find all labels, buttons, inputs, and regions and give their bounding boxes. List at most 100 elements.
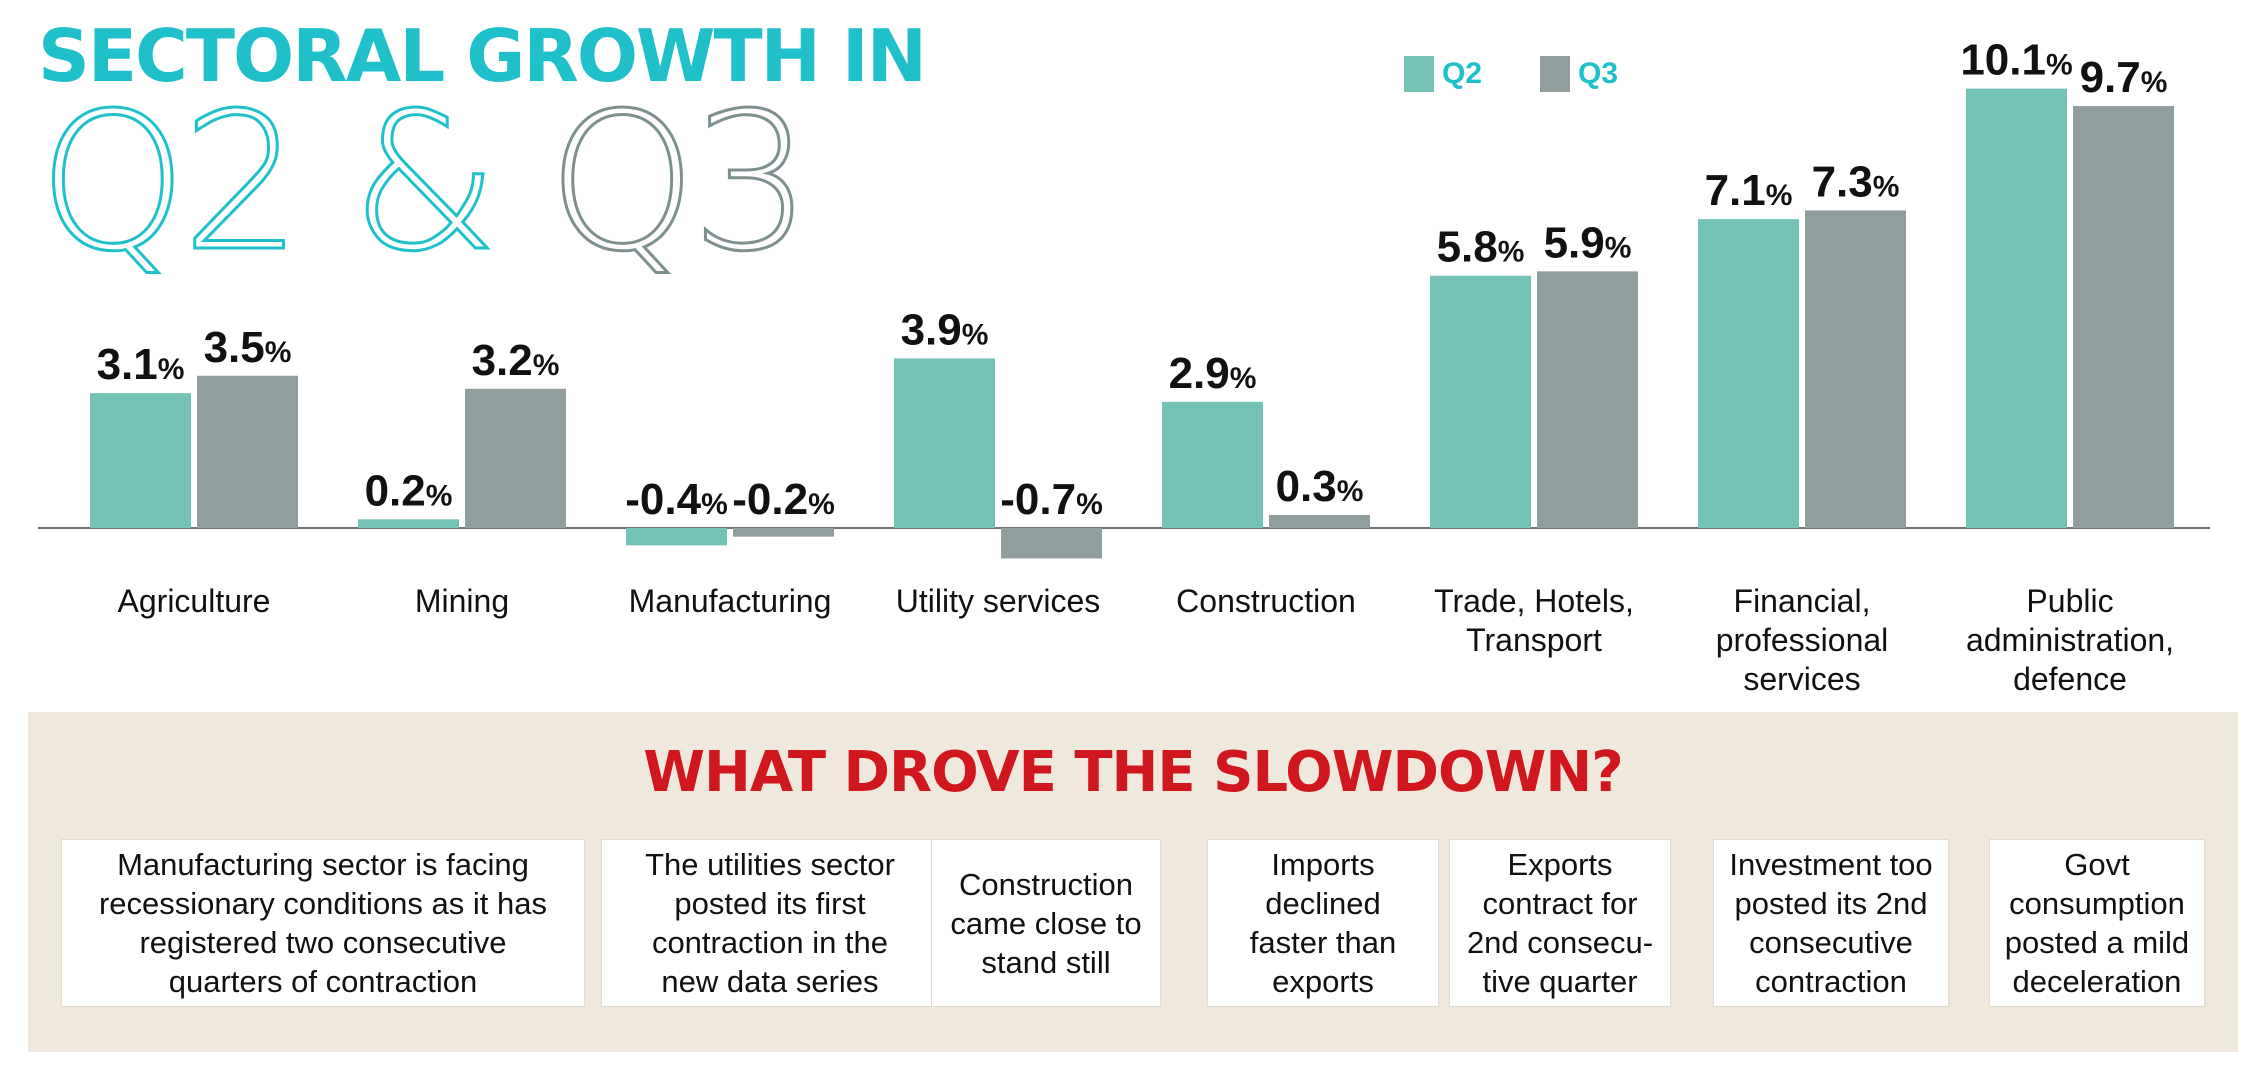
reason-card: Investment too posted its 2nd consecutiv… [1714, 840, 1948, 1006]
bar-value-suffix: % [158, 353, 185, 386]
legend-label-q3: Q3 [1578, 57, 1619, 90]
reason-card: Construction came close to stand still [932, 840, 1160, 1006]
bar-value-label: 5.8% [1437, 223, 1525, 272]
reason-card: Imports declined faster than exports [1208, 840, 1438, 1006]
bar-value-label: 2.9% [1169, 349, 1257, 398]
bar-q3-7 [2073, 106, 2174, 529]
bar-value-suffix: % [265, 336, 292, 369]
bar-value-suffix: % [962, 318, 989, 351]
slowdown-panel: WHAT DROVE THE SLOWDOWN? Manufacturing s… [28, 712, 2238, 1052]
subtitle-q2: Q2 [36, 72, 303, 293]
category-label-line: Public [2026, 583, 2113, 619]
bar-value-number: 5.9 [1544, 218, 1605, 267]
bar-value-suffix: % [1076, 488, 1103, 521]
bar-value-label: -0.7% [1000, 475, 1103, 524]
bar-value-label: 7.3% [1812, 157, 1900, 206]
category-label: Agriculture [118, 583, 271, 619]
category-label: Manufacturing [629, 583, 832, 619]
category-label: Trade, Hotels, Transport [1434, 583, 1634, 658]
bar-value-number: 10.1 [1960, 36, 2046, 85]
bar-value-number: 3.2 [472, 336, 533, 385]
bar-value-number: -0.2 [732, 475, 808, 524]
bar-value-label: 0.3% [1276, 462, 1364, 511]
bar-value-label: 3.1% [97, 340, 185, 389]
category-label-line: Construction [1176, 583, 1356, 619]
slowdown-title: WHAT DROVE THE SLOWDOWN? [643, 740, 1624, 805]
category-label: Construction [1176, 583, 1356, 619]
bar-value-number: 5.8 [1437, 223, 1498, 272]
bar-value-number: 9.7 [2080, 53, 2141, 102]
bar-q3-5 [1537, 271, 1638, 528]
bar-value-number: 3.1 [97, 340, 158, 389]
category-label-line: Financial, [1734, 583, 1871, 619]
bar-value-suffix: % [1498, 236, 1525, 269]
category-label-line: Transport [1466, 622, 1602, 658]
category-label-line: services [1743, 661, 1860, 697]
bar-value-number: 2.9 [1169, 349, 1230, 398]
bar-value-suffix: % [808, 488, 835, 521]
legend-swatch-q3 [1540, 56, 1571, 92]
bar-q2-0 [90, 393, 191, 528]
category-label-line: Manufacturing [629, 583, 832, 619]
bar-q2-3 [894, 358, 995, 528]
subtitle-ampersand: & [349, 72, 500, 293]
bar-value-label: 0.2% [365, 466, 453, 515]
bar-value-suffix: % [533, 349, 560, 382]
bar-q2-4 [1162, 401, 1263, 528]
category-label-line: Mining [415, 583, 509, 619]
bar-value-label: 9.7% [2080, 53, 2168, 102]
bar-value-suffix: % [1337, 475, 1364, 508]
chart-subtitle: Q2 & Q3 [36, 86, 813, 279]
category-label-line: Trade, Hotels, [1434, 583, 1634, 619]
bar-value-number: 3.9 [901, 305, 962, 354]
bar-value-number: -0.4 [625, 475, 701, 524]
bar-value-number: 0.2 [365, 466, 426, 515]
category-label-line: Utility services [896, 583, 1100, 619]
bar-value-label: 3.2% [472, 336, 560, 385]
category-label: Financial, professional services [1716, 583, 1889, 697]
bar-value-number: 0.3 [1276, 462, 1337, 511]
bar-value-label: 3.9% [901, 305, 989, 354]
bar-value-suffix: % [1230, 362, 1257, 395]
reason-card: The utilities sector posted its first co… [602, 840, 938, 1006]
bar-q2-6 [1698, 219, 1799, 528]
bar-q2-5 [1430, 275, 1531, 528]
bar-q3-1 [465, 388, 566, 528]
bar-q2-1 [358, 519, 459, 528]
category-label-line: defence [2013, 661, 2127, 697]
bar-value-suffix: % [701, 488, 728, 521]
bar-value-label: 10.1% [1960, 36, 2072, 85]
legend-label-q2: Q2 [1442, 57, 1483, 90]
bar-value-label: 3.5% [204, 323, 292, 372]
bar-q3-6 [1805, 210, 1906, 528]
bar-value-suffix: % [2046, 49, 2073, 82]
category-label-line: administration, [1966, 622, 2174, 658]
legend-item-q2: Q2 [1404, 56, 1482, 92]
reason-card: Manufacturing sector is facing recession… [62, 840, 584, 1006]
bar-value-suffix: % [426, 479, 453, 512]
bar-q3-0 [197, 375, 298, 528]
bar-q3-3 [1001, 528, 1102, 559]
bar-value-number: 3.5 [204, 323, 265, 372]
bar-value-number: -0.7 [1000, 475, 1076, 524]
legend-item-q3: Q3 [1540, 56, 1618, 92]
bar-value-suffix: % [2141, 66, 2168, 99]
bar-q2-2 [626, 528, 727, 546]
bar-value-label: -0.4% [625, 475, 728, 524]
bar-value-suffix: % [1605, 231, 1632, 264]
category-label-line: professional [1716, 622, 1889, 658]
category-label: Utility services [896, 583, 1100, 619]
subtitle-q3: Q3 [546, 72, 813, 293]
legend-swatch-q2 [1404, 56, 1434, 92]
bar-value-label: 7.1% [1705, 166, 1793, 215]
category-label: Mining [415, 583, 509, 619]
bar-value-number: 7.1 [1705, 166, 1766, 215]
bar-value-suffix: % [1766, 179, 1793, 212]
bar-q3-2 [733, 528, 834, 537]
chart-title: SECTORAL GROWTH IN [38, 14, 927, 98]
bar-value-number: 7.3 [1812, 157, 1873, 206]
category-label: Public administration, defence [1966, 583, 2174, 697]
bar-value-label: -0.2% [732, 475, 835, 524]
category-label-line: Agriculture [118, 583, 271, 619]
